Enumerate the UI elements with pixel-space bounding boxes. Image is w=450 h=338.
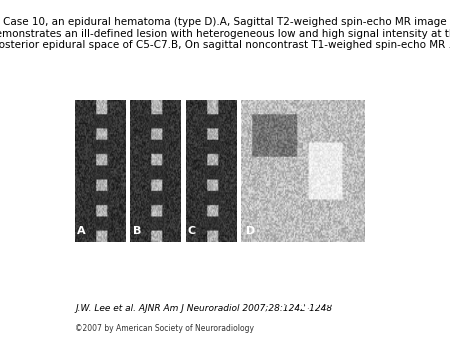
Text: J.W. Lee et al. AJNR Am J Neuroradiol 2007;28:1242-1248: J.W. Lee et al. AJNR Am J Neuroradiol 20… xyxy=(75,304,332,313)
Text: ©2007 by American Society of Neuroradiology: ©2007 by American Society of Neuroradiol… xyxy=(75,324,254,334)
Text: Case 10, an epidural hematoma (type D).A, Sagittal T2-weighed spin-echo MR image: Case 10, an epidural hematoma (type D).A… xyxy=(0,17,450,50)
